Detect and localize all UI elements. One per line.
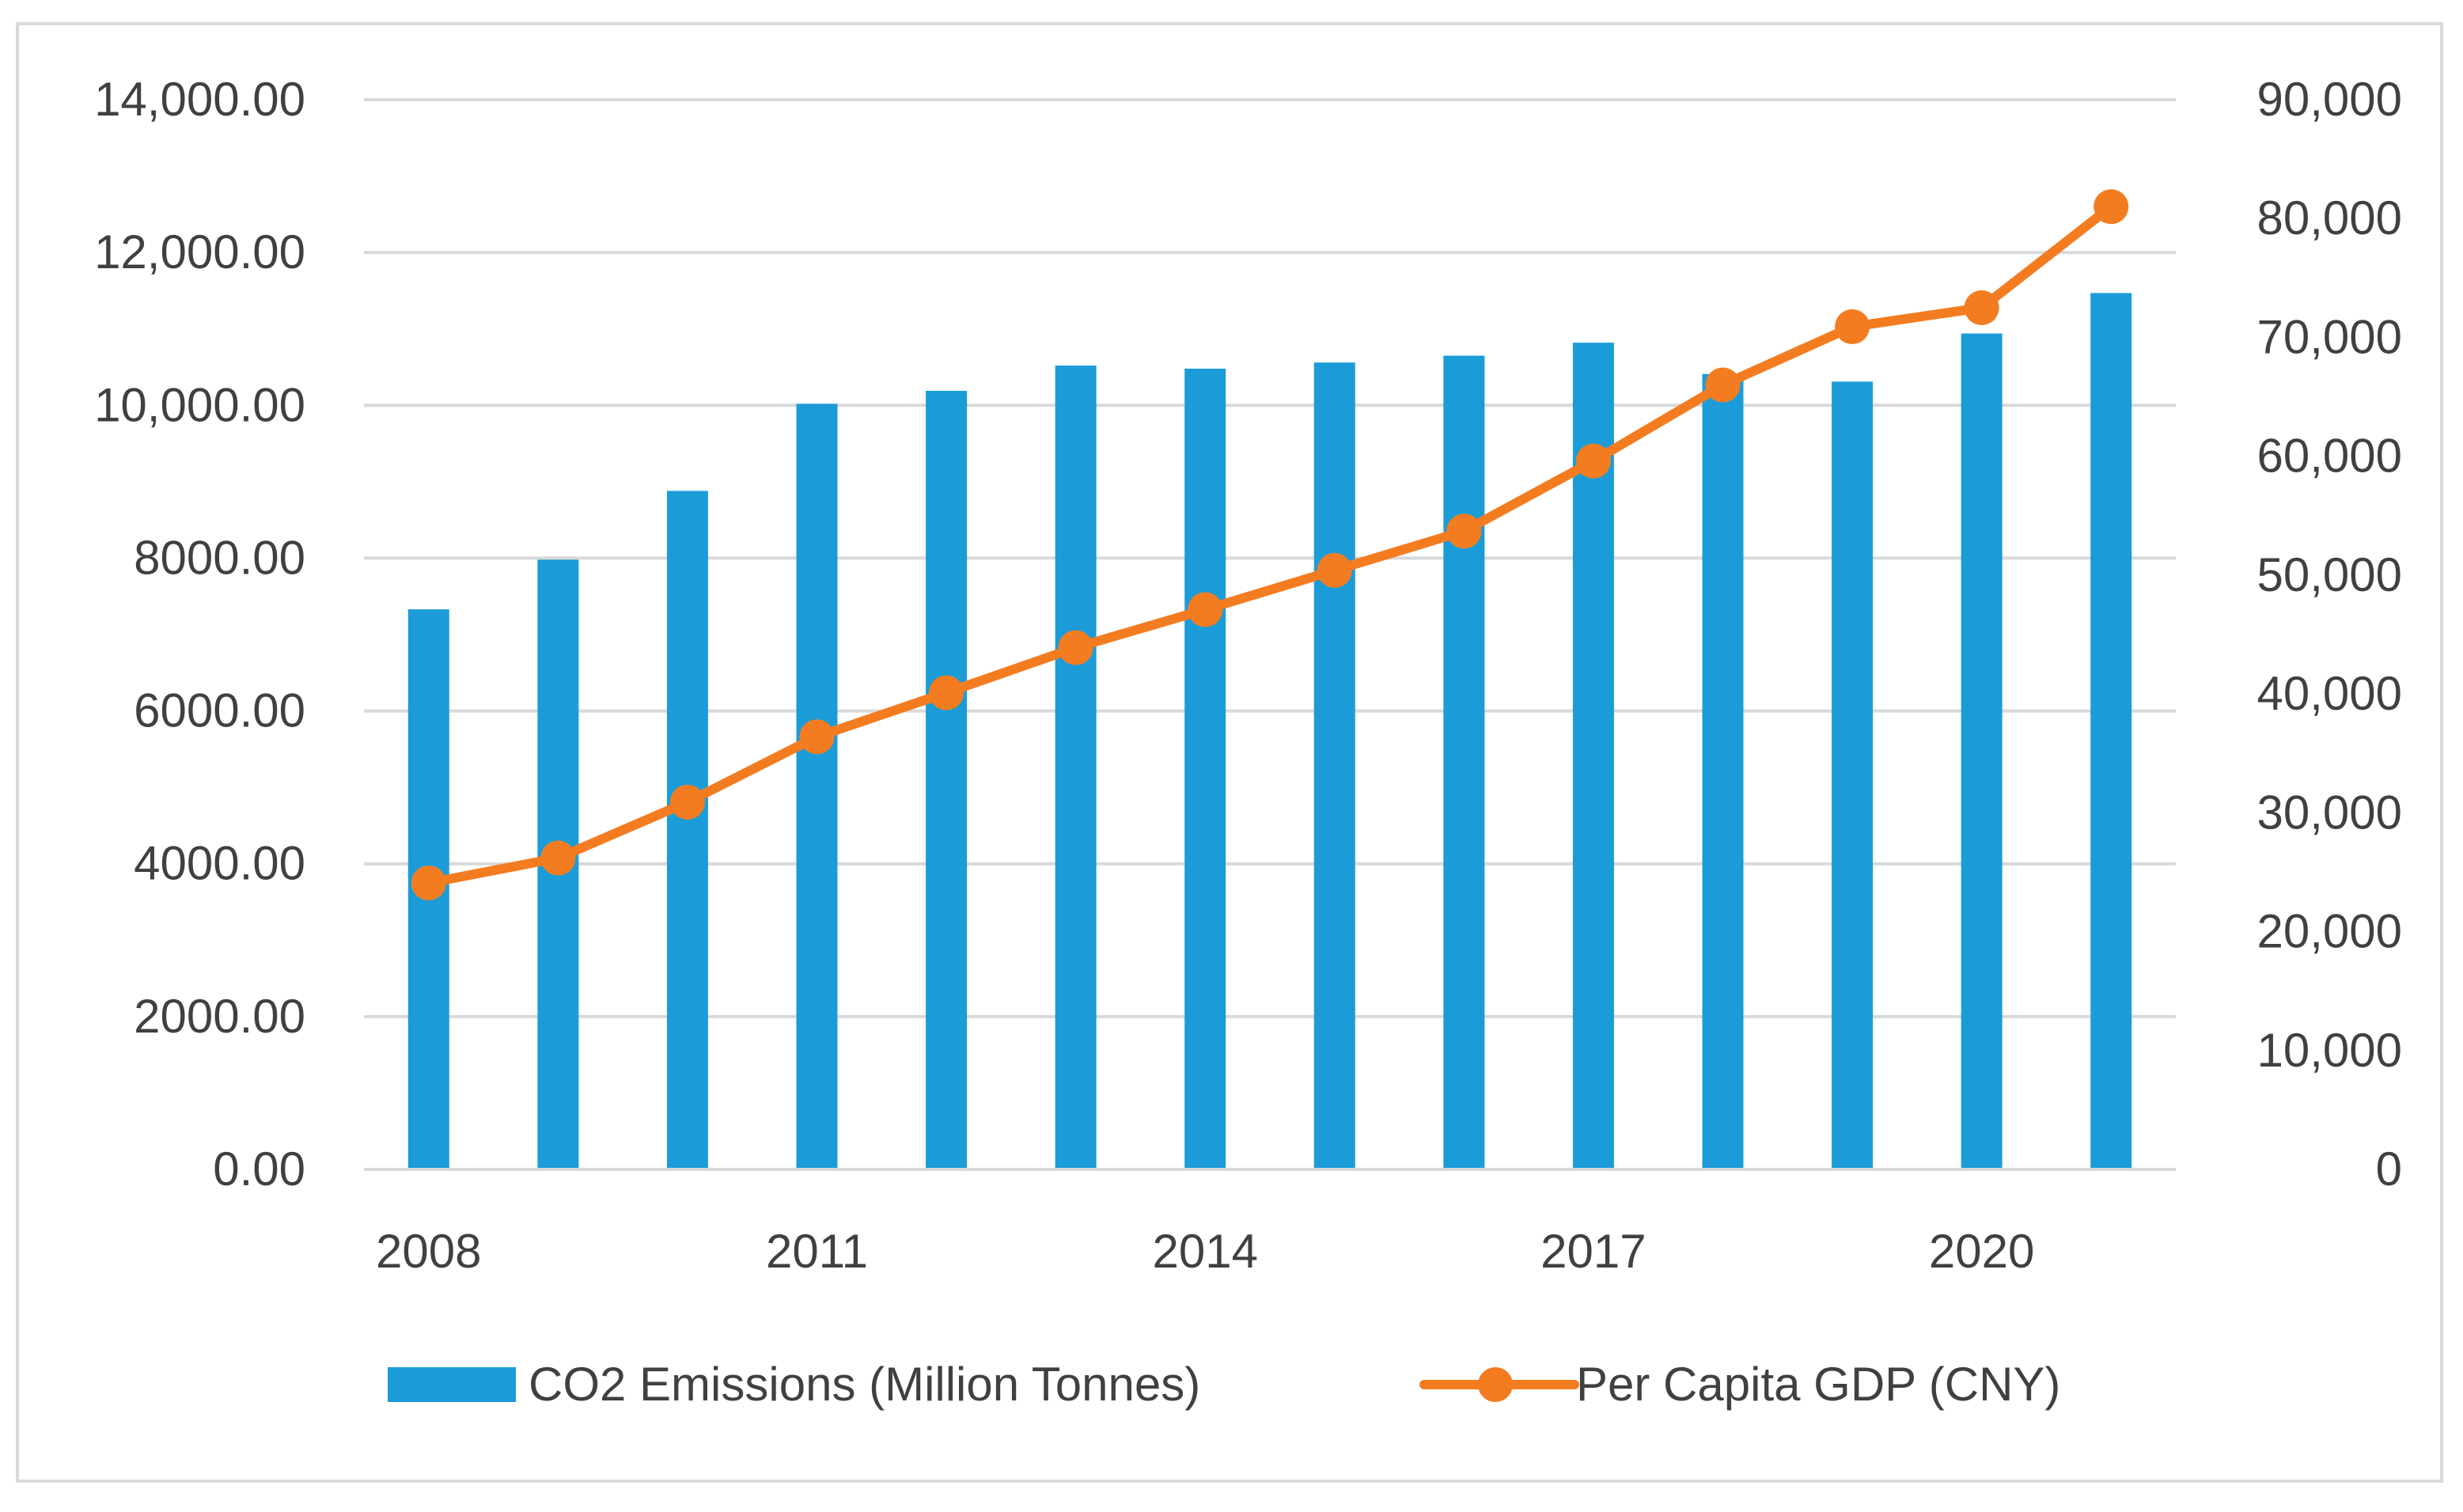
y-right-tick-label-6: 60,000	[2256, 430, 2402, 483]
y-right-tick-label-7: 70,000	[2256, 310, 2402, 363]
line-point-2008	[411, 865, 446, 900]
legend-bar-swatch	[388, 1367, 516, 1402]
y-left-tick-label-2: 4000.00	[134, 837, 305, 890]
x-tick-label-2017: 2017	[1540, 1225, 1646, 1278]
bar-2019	[1832, 381, 1874, 1169]
x-tick-label-2008: 2008	[376, 1225, 481, 1278]
y-left-tick-label-6: 12,000.00	[94, 225, 305, 279]
bar-2017	[1572, 343, 1614, 1169]
y-right-tick-label-1: 10,000	[2256, 1024, 2402, 1077]
y-right-tick-label-5: 50,000	[2256, 548, 2402, 601]
y-right-tick-label-4: 40,000	[2256, 667, 2402, 720]
x-tick-label-2014: 2014	[1152, 1225, 1257, 1278]
x-axis: 2008 2011 2014 2017 2020	[364, 1168, 2176, 1278]
bar-2011	[796, 404, 838, 1170]
line-point-2020	[1964, 290, 1999, 325]
line-point-2010	[669, 784, 705, 820]
line-point-2018	[1705, 367, 1741, 403]
y-left-tick-label-7: 14,000.00	[94, 73, 305, 126]
line-point-2009	[540, 840, 576, 876]
legend: CO2 Emissions (Million Tonnes) Per Capit…	[388, 1358, 2060, 1411]
bar-2018	[1702, 373, 1744, 1170]
legend-bar-label: CO2 Emissions (Million Tonnes)	[529, 1358, 1200, 1411]
y-left-tick-label-5: 10,000.00	[94, 378, 305, 431]
y-left-tick-label-3: 6000.00	[134, 684, 305, 737]
line-point-2019	[1835, 309, 1870, 344]
y-right-tick-label-9: 90,000	[2256, 73, 2402, 126]
bar-2021	[2090, 293, 2132, 1170]
line-point-2014	[1188, 592, 1223, 627]
line-point-2017	[1575, 443, 1611, 479]
y-right-tick-label-3: 30,000	[2256, 786, 2402, 839]
y-axis-right: 0 10,000 20,000 30,000 40,000 50,000 60,000 70,…	[2256, 73, 2402, 1196]
line-point-2016	[1446, 513, 1482, 549]
bar-2014	[1184, 368, 1226, 1170]
line-point-2015	[1317, 552, 1352, 588]
y-right-tick-label-0: 0	[2376, 1143, 2402, 1196]
y-right-tick-label-2: 20,000	[2256, 905, 2402, 958]
bar-2020	[1961, 333, 2003, 1170]
y-left-tick-label-0: 0.00	[213, 1143, 305, 1196]
gridlines	[364, 98, 2176, 1018]
legend-line-label: Per Capita GDP (CNY)	[1576, 1358, 2060, 1411]
y-left-tick-label-4: 8000.00	[134, 531, 305, 584]
bar-2012	[926, 390, 968, 1169]
line-point-2013	[1058, 630, 1093, 665]
x-tick-label-2011: 2011	[766, 1225, 868, 1278]
line-point-2021	[2094, 189, 2129, 225]
y-right-tick-label-8: 80,000	[2256, 191, 2402, 244]
bar-2016	[1443, 355, 1485, 1169]
legend-line-marker	[1478, 1367, 1513, 1402]
y-left-tick-label-1: 2000.00	[134, 990, 305, 1043]
bar-2010	[666, 491, 708, 1169]
y-axis-left: 0.00 2000.00 4000.00 6000.00 8000.00 10,000.0…	[94, 73, 305, 1196]
line-series	[411, 189, 2129, 900]
line-path	[423, 202, 2116, 888]
x-tick-label-2020: 2020	[1929, 1225, 2034, 1278]
line-point-2011	[799, 719, 835, 755]
line-point-2012	[929, 675, 964, 711]
bar-2013	[1055, 366, 1097, 1169]
bar-2015	[1313, 362, 1355, 1170]
